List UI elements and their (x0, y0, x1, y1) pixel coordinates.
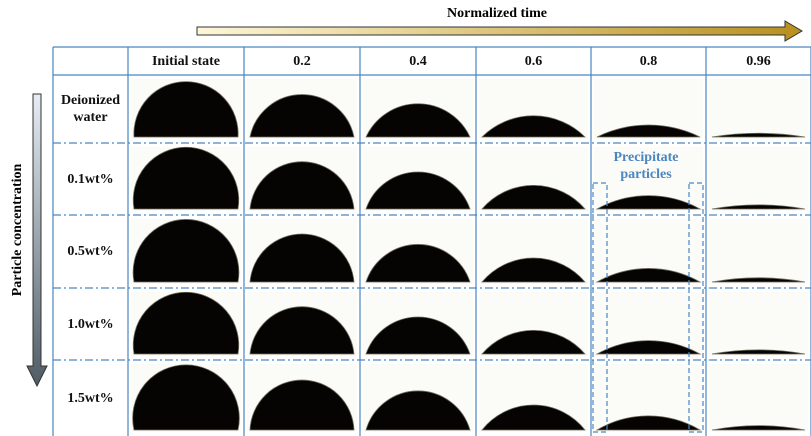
column-header: 0.96 (706, 47, 811, 75)
annotation: Precipitate particles (596, 148, 696, 184)
photo-bg (709, 219, 808, 284)
row-header: 0.1wt% (53, 143, 128, 215)
column-header: 0.8 (591, 47, 706, 75)
row-header: Deionized water (53, 75, 128, 143)
row-header: 0.5wt% (53, 215, 128, 288)
column-header: 0.4 (360, 47, 476, 75)
figure: Normalized time Particle concentration P… (0, 0, 811, 436)
column-header: Initial state (128, 47, 244, 75)
column-header: 0.2 (244, 47, 360, 75)
concentration-axis-label: Particle concentration (10, 164, 25, 297)
time-arrow (197, 21, 802, 41)
photo-bg (709, 292, 808, 356)
row-header: 1.5wt% (53, 360, 128, 436)
column-header: 0.6 (476, 47, 591, 75)
concentration-arrow (27, 94, 47, 386)
photo-bg (709, 147, 808, 211)
photo-bg (709, 364, 808, 432)
row-header: 1.0wt% (53, 288, 128, 360)
photo-bg (709, 79, 808, 139)
time-axis-label: Normalized time (447, 6, 547, 21)
